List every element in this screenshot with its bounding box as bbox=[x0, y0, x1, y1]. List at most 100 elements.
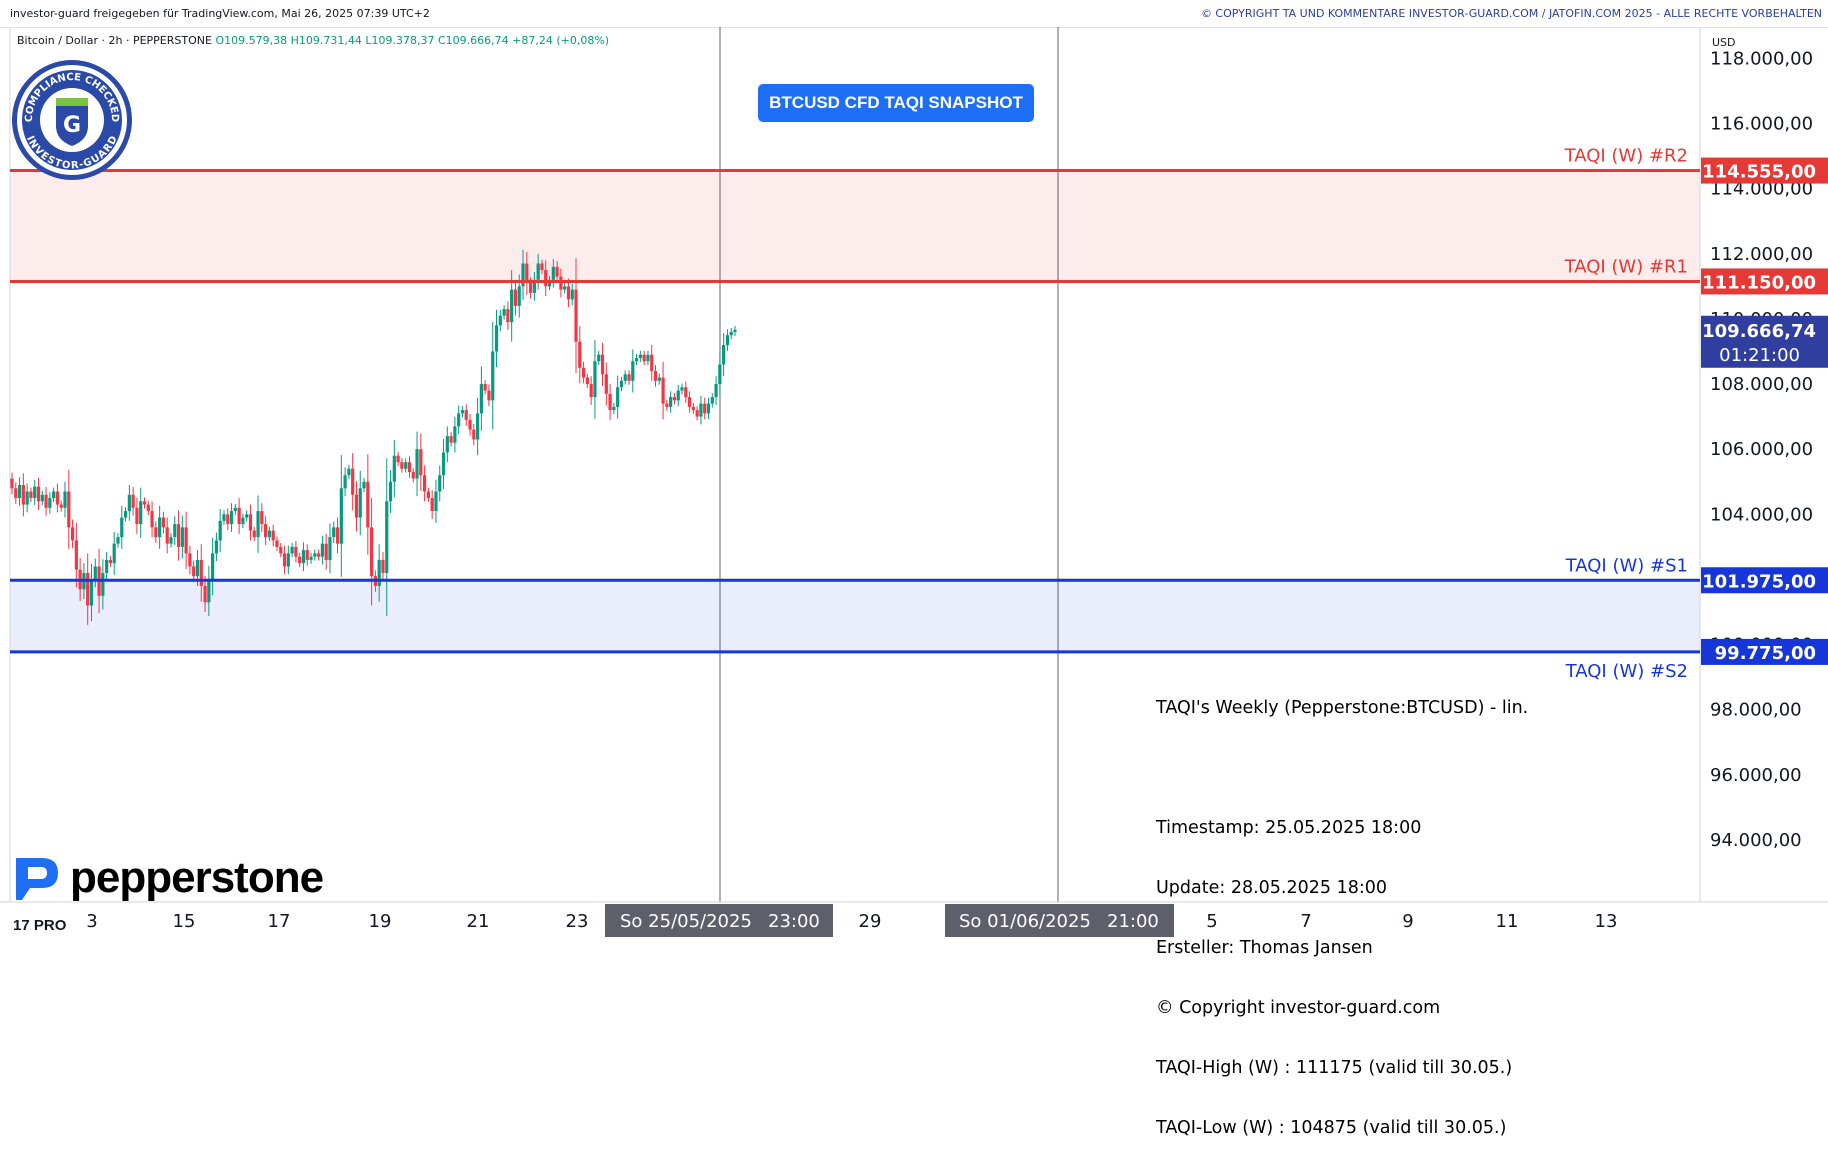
candle-body[interactable] bbox=[127, 494, 131, 512]
candle-body[interactable] bbox=[286, 553, 290, 567]
candle-body[interactable] bbox=[434, 491, 438, 512]
candle-body[interactable] bbox=[400, 462, 404, 469]
candle-body[interactable] bbox=[494, 325, 499, 352]
candle-body[interactable] bbox=[449, 436, 453, 443]
candle-body[interactable] bbox=[385, 501, 389, 573]
candle-body[interactable] bbox=[521, 263, 525, 287]
candle-body[interactable] bbox=[502, 309, 506, 316]
candle-body[interactable] bbox=[248, 514, 253, 531]
candle-body[interactable] bbox=[536, 263, 540, 280]
candle-body[interactable] bbox=[555, 266, 559, 277]
candle-body[interactable] bbox=[729, 331, 733, 336]
candle-body[interactable] bbox=[589, 384, 593, 398]
candle-body[interactable] bbox=[317, 553, 321, 557]
candle-body[interactable] bbox=[17, 485, 22, 499]
candle-body[interactable] bbox=[48, 498, 52, 508]
candle-body[interactable] bbox=[585, 377, 589, 385]
candle-body[interactable] bbox=[10, 478, 14, 489]
candle-body[interactable] bbox=[532, 279, 536, 293]
candle-body[interactable] bbox=[233, 507, 237, 512]
candle-body[interactable] bbox=[290, 546, 294, 554]
candle-body[interactable] bbox=[358, 488, 362, 518]
candle-body[interactable] bbox=[309, 556, 313, 560]
snapshot-button[interactable]: BTCUSD CFD TAQI SNAPSHOT bbox=[758, 84, 1034, 122]
candle-body[interactable] bbox=[525, 263, 529, 284]
candle-body[interactable] bbox=[423, 475, 427, 492]
candle-body[interactable] bbox=[396, 455, 400, 463]
candle-body[interactable] bbox=[687, 397, 692, 407]
candle-body[interactable] bbox=[294, 546, 298, 557]
candle-body[interactable] bbox=[578, 341, 582, 368]
candle-body[interactable] bbox=[498, 315, 502, 326]
candle-body[interactable] bbox=[574, 289, 578, 342]
candle-body[interactable] bbox=[634, 357, 639, 362]
candle-body[interactable] bbox=[593, 361, 597, 398]
candle-body[interactable] bbox=[676, 390, 680, 401]
candle-body[interactable] bbox=[154, 527, 158, 538]
candle-body[interactable] bbox=[354, 494, 359, 518]
candle-body[interactable] bbox=[540, 263, 544, 271]
candle-body[interactable] bbox=[320, 543, 324, 557]
candle-body[interactable] bbox=[631, 361, 635, 381]
candle-body[interactable] bbox=[464, 410, 468, 420]
candle-body[interactable] bbox=[67, 491, 71, 528]
candle-body[interactable] bbox=[44, 494, 48, 508]
candle-body[interactable] bbox=[438, 475, 442, 492]
candle-body[interactable] bbox=[324, 543, 328, 560]
candle-body[interactable] bbox=[188, 553, 192, 567]
candle-body[interactable] bbox=[218, 520, 222, 541]
candle-body[interactable] bbox=[638, 354, 642, 358]
candle-body[interactable] bbox=[146, 504, 150, 512]
candle-body[interactable] bbox=[415, 449, 419, 479]
candle-body[interactable] bbox=[158, 517, 162, 538]
candle-body[interactable] bbox=[725, 335, 730, 345]
candle-body[interactable] bbox=[332, 527, 336, 538]
candle-body[interactable] bbox=[339, 488, 343, 544]
candle-body[interactable] bbox=[176, 524, 181, 547]
candle-body[interactable] bbox=[370, 527, 374, 577]
candle-body[interactable] bbox=[483, 384, 487, 391]
candle-body[interactable] bbox=[616, 387, 620, 407]
candle-body[interactable] bbox=[70, 527, 75, 541]
candle-body[interactable] bbox=[388, 481, 393, 502]
candle-body[interactable] bbox=[184, 527, 188, 554]
candle-body[interactable] bbox=[74, 540, 78, 570]
candle-body[interactable] bbox=[139, 501, 143, 525]
candle-body[interactable] bbox=[120, 517, 124, 538]
candle-body[interactable] bbox=[245, 514, 249, 518]
candle-body[interactable] bbox=[21, 485, 25, 505]
candle-body[interactable] bbox=[703, 403, 707, 414]
candle-body[interactable] bbox=[63, 491, 67, 508]
candle-body[interactable] bbox=[657, 377, 661, 381]
candle-body[interactable] bbox=[271, 530, 275, 541]
candle-body[interactable] bbox=[510, 289, 514, 323]
candle-body[interactable] bbox=[89, 579, 94, 606]
candle-body[interactable] bbox=[131, 494, 135, 508]
candle-body[interactable] bbox=[650, 354, 654, 372]
candle-body[interactable] bbox=[328, 537, 332, 560]
candle-body[interactable] bbox=[275, 540, 279, 547]
candle-body[interactable] bbox=[169, 537, 173, 544]
candle-body[interactable] bbox=[105, 559, 109, 573]
candle-body[interactable] bbox=[241, 517, 245, 525]
candle-body[interactable] bbox=[135, 507, 139, 525]
candle-body[interactable] bbox=[407, 462, 412, 472]
candle-body[interactable] bbox=[665, 403, 669, 407]
candle-body[interactable] bbox=[116, 537, 120, 544]
candle-body[interactable] bbox=[445, 436, 449, 453]
candle-body[interactable] bbox=[33, 486, 37, 499]
candle-body[interactable] bbox=[430, 498, 434, 512]
candle-body[interactable] bbox=[479, 384, 483, 414]
candle-body[interactable] bbox=[362, 481, 366, 489]
candle-body[interactable] bbox=[472, 429, 476, 440]
candle-body[interactable] bbox=[619, 380, 624, 388]
candle-body[interactable] bbox=[343, 475, 347, 489]
candle-body[interactable] bbox=[517, 286, 521, 306]
price-chart[interactable]: 94.000,0096.000,0098.000,00100.000,00102… bbox=[0, 0, 1828, 937]
candle-body[interactable] bbox=[256, 511, 260, 538]
candle-body[interactable] bbox=[123, 511, 128, 518]
candle-body[interactable] bbox=[347, 468, 351, 476]
candle-body[interactable] bbox=[267, 530, 272, 538]
candle-body[interactable] bbox=[475, 413, 480, 440]
candle-body[interactable] bbox=[301, 550, 306, 564]
